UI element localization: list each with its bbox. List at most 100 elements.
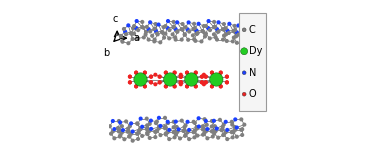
Circle shape [149, 119, 153, 123]
Circle shape [145, 117, 149, 121]
Circle shape [149, 80, 153, 84]
Circle shape [215, 127, 219, 131]
Circle shape [120, 124, 124, 128]
Circle shape [142, 35, 146, 39]
Circle shape [164, 73, 177, 86]
Circle shape [148, 136, 152, 140]
Circle shape [149, 80, 153, 84]
Circle shape [204, 75, 208, 79]
Circle shape [124, 32, 128, 36]
Circle shape [130, 129, 135, 134]
Circle shape [117, 129, 121, 134]
Circle shape [210, 71, 214, 75]
Circle shape [121, 128, 125, 132]
Circle shape [179, 80, 183, 84]
Circle shape [194, 71, 198, 75]
Circle shape [130, 32, 134, 36]
Circle shape [175, 20, 179, 24]
Circle shape [179, 75, 183, 79]
Circle shape [132, 24, 136, 28]
Circle shape [175, 29, 179, 34]
Circle shape [153, 73, 158, 77]
Text: O: O [249, 89, 257, 99]
Circle shape [145, 123, 149, 127]
Circle shape [246, 24, 251, 28]
Circle shape [183, 123, 187, 127]
Circle shape [128, 80, 132, 84]
Circle shape [132, 32, 136, 36]
Circle shape [217, 29, 221, 34]
Circle shape [241, 41, 245, 45]
Circle shape [128, 75, 132, 79]
Circle shape [149, 75, 153, 79]
Circle shape [155, 128, 159, 133]
Circle shape [232, 30, 236, 34]
Circle shape [153, 38, 157, 42]
Circle shape [139, 117, 143, 121]
Circle shape [230, 130, 234, 134]
Circle shape [194, 39, 198, 43]
Circle shape [183, 125, 187, 129]
Circle shape [184, 132, 188, 137]
Circle shape [225, 75, 229, 79]
Circle shape [180, 38, 184, 42]
Circle shape [224, 120, 228, 124]
Circle shape [126, 130, 130, 134]
Circle shape [167, 28, 172, 32]
Circle shape [162, 36, 166, 40]
Circle shape [195, 127, 199, 131]
Circle shape [201, 133, 205, 137]
Circle shape [192, 130, 197, 134]
Circle shape [240, 133, 244, 137]
Circle shape [231, 135, 235, 139]
Circle shape [164, 126, 168, 130]
Circle shape [172, 25, 177, 30]
Circle shape [204, 129, 208, 134]
Circle shape [213, 124, 217, 128]
Circle shape [130, 139, 135, 143]
Circle shape [143, 71, 147, 75]
Circle shape [195, 32, 199, 36]
Circle shape [222, 132, 226, 137]
Circle shape [140, 25, 144, 29]
Circle shape [152, 39, 156, 43]
Circle shape [172, 120, 176, 124]
Circle shape [187, 137, 191, 141]
Circle shape [197, 22, 201, 26]
Circle shape [225, 80, 229, 84]
Circle shape [222, 122, 226, 127]
Circle shape [258, 29, 262, 33]
Circle shape [225, 28, 229, 33]
Circle shape [235, 125, 239, 130]
Circle shape [192, 135, 197, 139]
Circle shape [185, 73, 198, 86]
Circle shape [136, 137, 140, 141]
Circle shape [241, 30, 245, 34]
Circle shape [259, 24, 263, 28]
Circle shape [153, 130, 157, 134]
Circle shape [244, 35, 248, 40]
Circle shape [185, 71, 189, 75]
Circle shape [204, 80, 208, 84]
Circle shape [194, 71, 198, 75]
Circle shape [186, 38, 190, 42]
Circle shape [220, 128, 224, 132]
Circle shape [157, 125, 161, 129]
Circle shape [134, 71, 138, 75]
Circle shape [225, 75, 229, 79]
Circle shape [118, 133, 122, 137]
Circle shape [242, 71, 246, 75]
Circle shape [261, 34, 265, 38]
Circle shape [158, 40, 163, 44]
Circle shape [148, 29, 152, 34]
Circle shape [222, 22, 226, 26]
Circle shape [231, 29, 235, 33]
Circle shape [172, 71, 177, 75]
Circle shape [164, 84, 168, 88]
Circle shape [157, 116, 161, 120]
Circle shape [146, 132, 150, 136]
Circle shape [118, 129, 122, 133]
Text: a: a [133, 33, 139, 43]
Circle shape [144, 32, 148, 36]
Circle shape [136, 122, 140, 126]
